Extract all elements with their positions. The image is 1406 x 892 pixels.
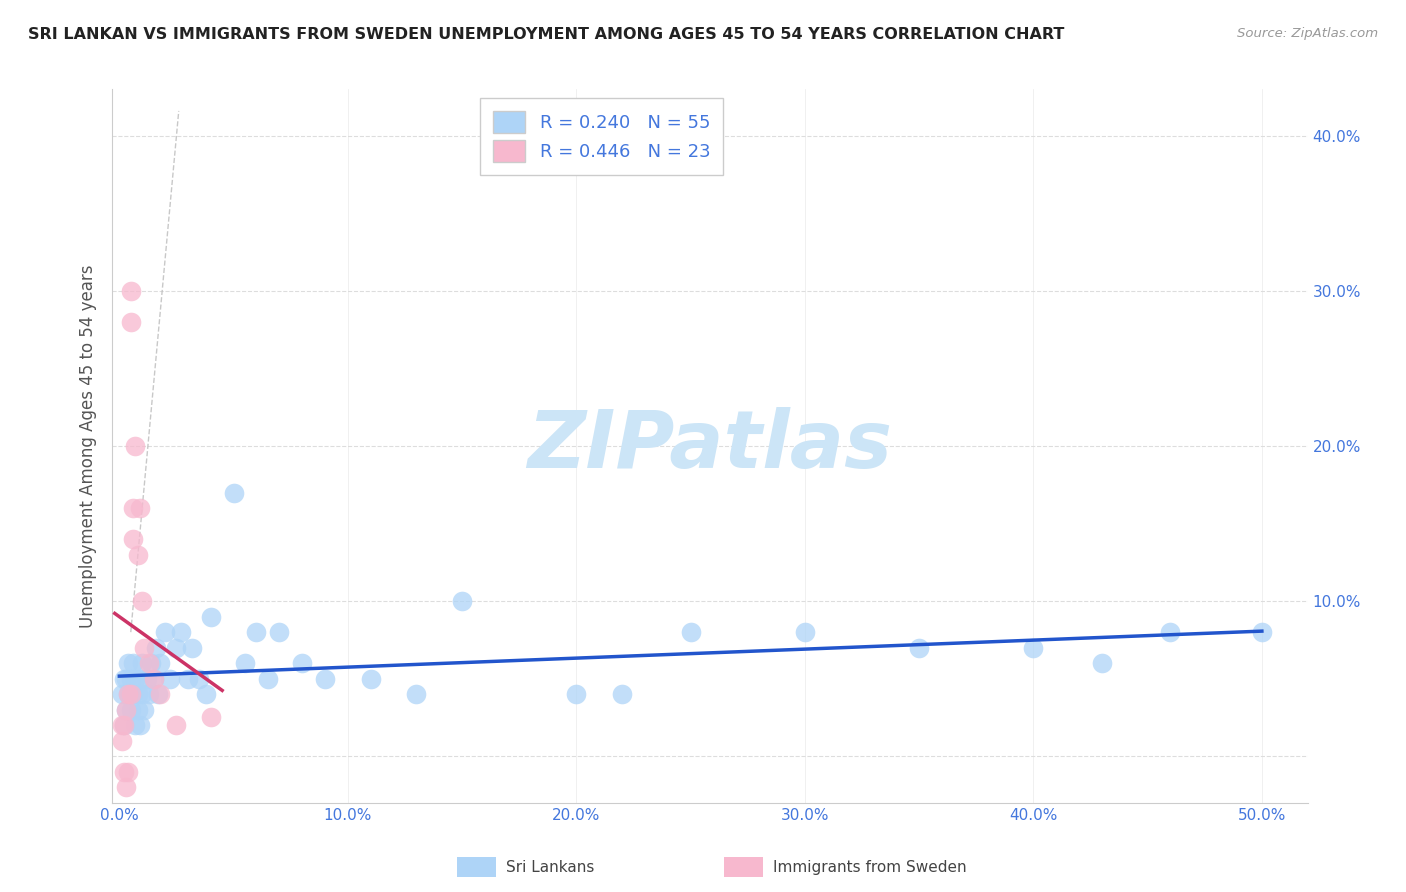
Point [115, 703, 138, 717]
Point [142, 672, 165, 686]
Point [135, 672, 157, 686]
Point [117, 687, 139, 701]
Point [195, 687, 218, 701]
Point [138, 656, 160, 670]
Point [181, 640, 204, 655]
Point [122, 532, 145, 546]
Text: Immigrants from Sweden: Immigrants from Sweden [773, 860, 967, 874]
Point [565, 687, 588, 701]
Point [245, 625, 267, 640]
Point [117, 656, 139, 670]
Point [269, 625, 291, 640]
Point [120, 687, 142, 701]
Point [120, 315, 142, 329]
Point [127, 687, 149, 701]
Point [122, 687, 145, 701]
Point [131, 687, 153, 701]
Text: SRI LANKAN VS IMMIGRANTS FROM SWEDEN UNEMPLOYMENT AMONG AGES 45 TO 54 YEARS CORR: SRI LANKAN VS IMMIGRANTS FROM SWEDEN UNE… [28, 27, 1064, 42]
Point [1022, 640, 1045, 655]
Point [1250, 625, 1272, 640]
Point [112, 764, 135, 779]
Point [166, 718, 188, 732]
Point [405, 687, 427, 701]
Point [233, 656, 256, 670]
Point [291, 656, 314, 670]
Point [134, 640, 156, 655]
Point [159, 672, 181, 686]
Point [129, 718, 152, 732]
Point [117, 687, 139, 701]
Point [131, 656, 153, 670]
Point [149, 656, 172, 670]
Point [166, 640, 188, 655]
Point [451, 594, 474, 608]
Point [111, 687, 134, 701]
Point [141, 656, 163, 670]
Point [793, 625, 815, 640]
Point [112, 718, 135, 732]
Point [134, 703, 156, 717]
Point [129, 501, 152, 516]
Point [122, 656, 145, 670]
Point [1091, 656, 1114, 670]
Point [115, 672, 138, 686]
Point [360, 672, 382, 686]
Point [124, 718, 146, 732]
Point [115, 703, 138, 717]
Point [120, 672, 142, 686]
Point [222, 485, 245, 500]
Point [1159, 625, 1181, 640]
Point [149, 687, 172, 701]
Point [200, 609, 222, 624]
Point [117, 764, 139, 779]
Point [111, 718, 134, 732]
Point [124, 439, 146, 453]
Point [112, 718, 135, 732]
Point [127, 703, 149, 717]
Point [153, 625, 176, 640]
Point [908, 640, 931, 655]
Point [257, 672, 280, 686]
Point [142, 672, 165, 686]
Point [129, 672, 152, 686]
Text: Sri Lankans: Sri Lankans [506, 860, 595, 874]
Point [314, 672, 336, 686]
Point [131, 594, 153, 608]
Point [679, 625, 702, 640]
Point [177, 672, 200, 686]
Point [170, 625, 193, 640]
Point [120, 703, 142, 717]
Legend: R = 0.240   N = 55, R = 0.446   N = 23: R = 0.240 N = 55, R = 0.446 N = 23 [479, 98, 723, 175]
Point [115, 780, 138, 795]
Point [112, 672, 135, 686]
Point [188, 672, 211, 686]
Point [127, 548, 149, 562]
Point [610, 687, 633, 701]
Point [122, 501, 145, 516]
Point [124, 672, 146, 686]
Point [138, 687, 160, 701]
Point [200, 710, 222, 724]
Y-axis label: Unemployment Among Ages 45 to 54 years: Unemployment Among Ages 45 to 54 years [79, 264, 97, 628]
Text: Source: ZipAtlas.com: Source: ZipAtlas.com [1237, 27, 1378, 40]
Point [148, 687, 170, 701]
Point [111, 733, 134, 747]
Point [120, 284, 142, 298]
Point [145, 640, 167, 655]
Text: ZIPatlas: ZIPatlas [527, 407, 893, 485]
